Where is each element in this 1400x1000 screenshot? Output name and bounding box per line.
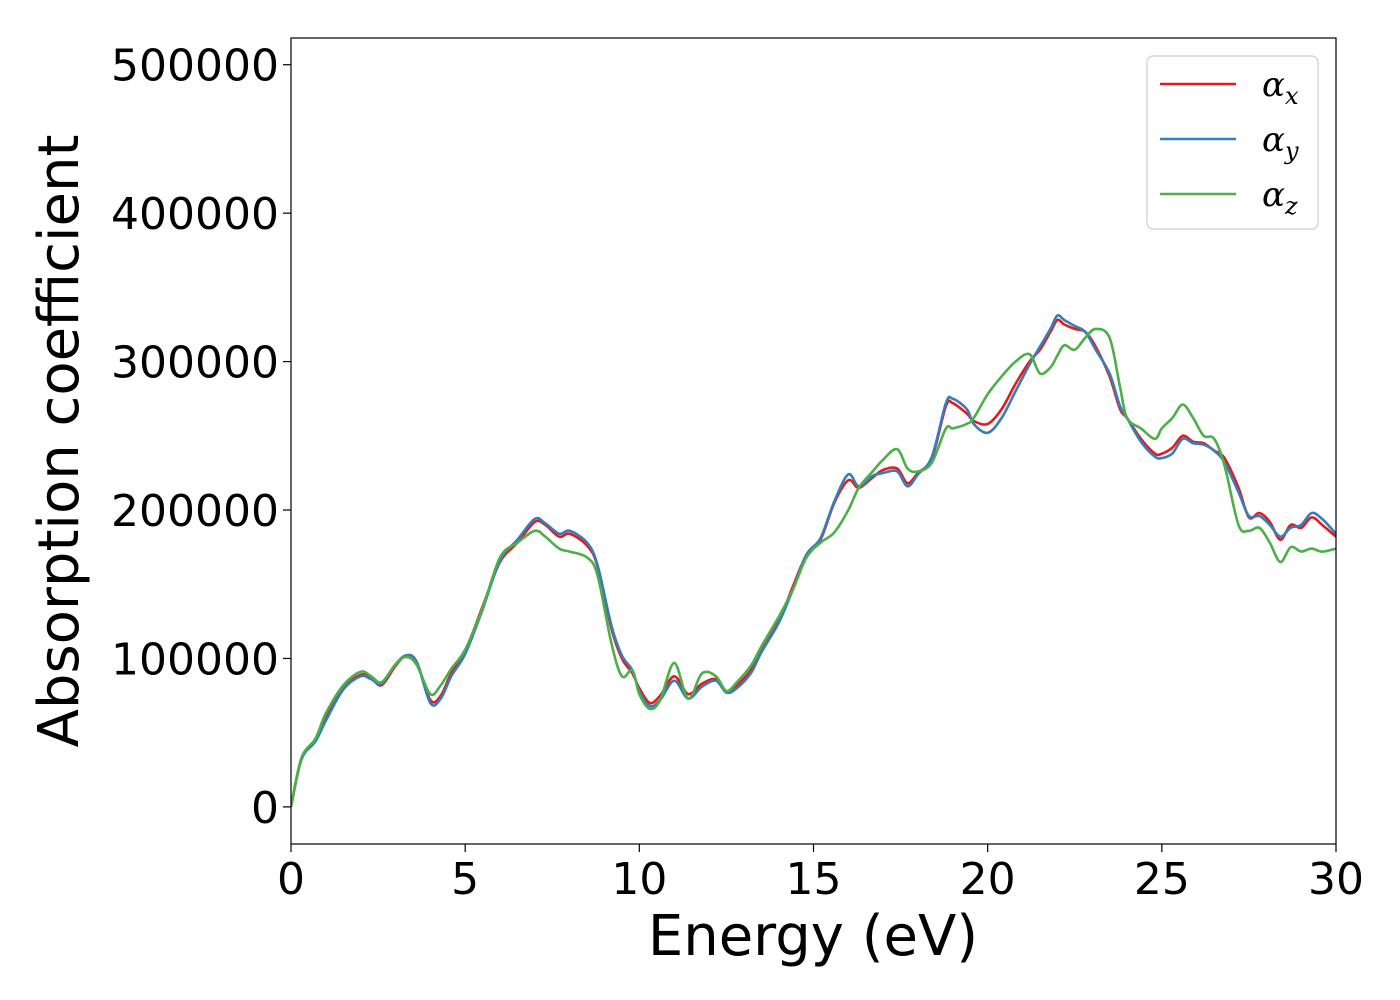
y-axis: 0 100000 200000 300000 400000 500000 — [111, 41, 291, 834]
y-tick-label: 500000 — [111, 41, 279, 92]
legend-label-alpha-x: αx — [1262, 65, 1299, 110]
y-axis-title: Absorption coefficient — [27, 135, 92, 748]
x-tick-label: 30 — [1308, 854, 1364, 905]
x-axis: 0 5 10 15 20 25 30 — [277, 844, 1364, 905]
x-tick-label: 20 — [960, 854, 1016, 905]
y-tick-label: 100000 — [111, 634, 279, 685]
x-tick-label: 0 — [277, 854, 305, 905]
x-axis-title: Energy (eV) — [648, 904, 978, 969]
series-line-alpha-z — [291, 327, 1336, 808]
x-tick-label: 5 — [451, 854, 479, 905]
series-layer — [291, 314, 1336, 808]
y-tick-label: 400000 — [111, 189, 279, 240]
legend-label-alpha-y: αy — [1262, 120, 1299, 165]
y-tick-label: 300000 — [111, 338, 279, 389]
x-tick-label: 25 — [1134, 854, 1190, 905]
x-tick-label: 10 — [611, 854, 667, 905]
y-tick-label: 0 — [251, 783, 279, 834]
legend-box — [1146, 55, 1319, 230]
x-tick-label: 15 — [786, 854, 842, 905]
legend: αx αy αz — [1146, 55, 1319, 230]
legend-label-alpha-z: αz — [1262, 175, 1298, 220]
y-tick-label: 200000 — [111, 486, 279, 537]
